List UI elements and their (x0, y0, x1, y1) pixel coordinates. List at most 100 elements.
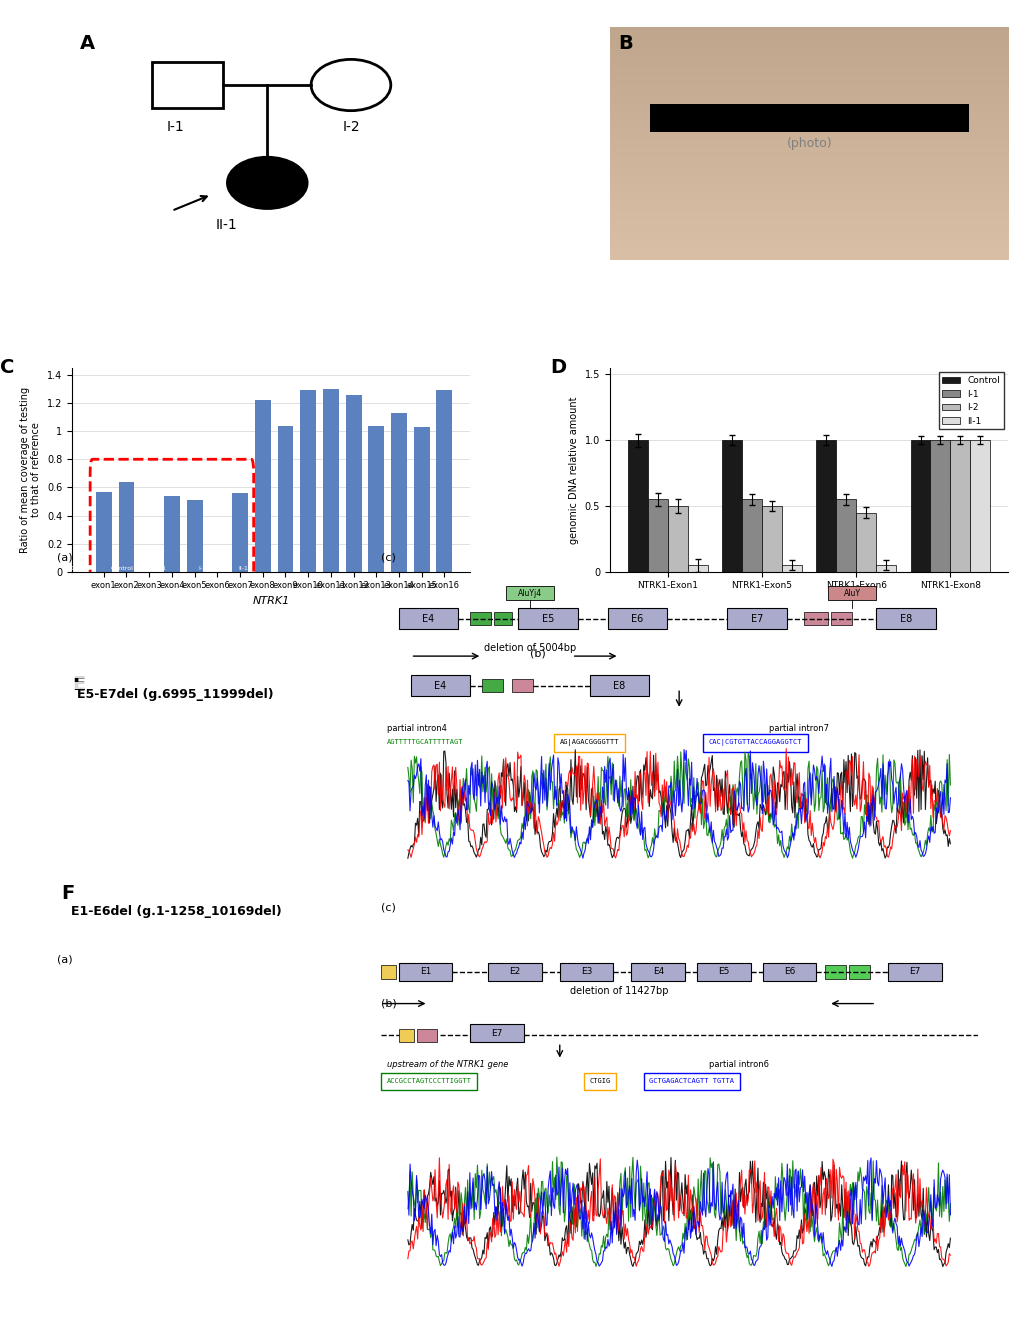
Text: (b): (b) (381, 998, 396, 1008)
Bar (560, 963, 613, 980)
Bar (164, 495, 180, 572)
Bar (417, 1028, 437, 1042)
Bar (67, 640, 98, 645)
Text: E8: E8 (613, 680, 626, 691)
Text: partial intron4: partial intron4 (387, 724, 447, 732)
Bar (506, 586, 554, 600)
Text: E4: E4 (434, 680, 447, 691)
Text: C: C (0, 358, 14, 376)
Text: E5: E5 (541, 613, 554, 624)
Bar (67, 1015, 98, 1020)
Text: E5: E5 (718, 967, 730, 976)
Text: (a): (a) (57, 955, 72, 964)
Text: I-2: I-2 (199, 968, 207, 973)
Text: ←112bp: ←112bp (226, 801, 251, 806)
Text: DL5000: DL5000 (70, 566, 95, 572)
Text: 3000: 3000 (45, 619, 59, 624)
Bar (67, 1202, 98, 1208)
FancyBboxPatch shape (151, 62, 223, 108)
Bar (470, 1024, 524, 1042)
Bar (149, 652, 178, 660)
Text: 500: 500 (48, 702, 59, 707)
Text: partial intron7: partial intron7 (769, 724, 828, 732)
Text: ←112bp: ←112bp (226, 1202, 251, 1208)
Bar (67, 600, 98, 605)
Text: E2: E2 (509, 967, 521, 976)
Text: 1000: 1000 (45, 1055, 59, 1060)
Bar (186, 499, 203, 572)
Text: E1-E6del (g.1-1258_10169del): E1-E6del (g.1-1258_10169del) (71, 905, 282, 919)
Bar (411, 675, 470, 696)
Bar (67, 801, 98, 806)
Text: E3: E3 (581, 967, 593, 976)
Text: deletion of 11427bp: deletion of 11427bp (570, 987, 669, 996)
Text: 250: 250 (48, 739, 59, 744)
Bar (67, 672, 98, 678)
Text: CTGIG: CTGIG (590, 1078, 611, 1085)
Text: partial intron6: partial intron6 (709, 1060, 769, 1070)
X-axis label: NTRK1: NTRK1 (253, 596, 290, 607)
Bar (762, 506, 782, 572)
Text: CAC|CGTGTTACCAGGAGGTCT: CAC|CGTGTTACCAGGAGGTCT (709, 739, 803, 746)
Bar (67, 702, 98, 707)
Bar (688, 565, 708, 572)
Bar (233, 493, 248, 572)
Text: E: E (72, 675, 85, 694)
Text: A: A (80, 33, 95, 52)
Text: ACCGCCTAGTCCCTTIGGTT: ACCGCCTAGTCCCTTIGGTT (387, 1078, 471, 1085)
Text: Control: Control (111, 566, 134, 572)
Text: E4: E4 (422, 613, 434, 624)
Text: (photo): (photo) (786, 137, 832, 150)
Bar (856, 513, 877, 572)
Bar (323, 388, 339, 572)
Text: E5-E7del (g.6995_11999del): E5-E7del (g.6995_11999del) (77, 688, 274, 700)
Bar (67, 1095, 98, 1101)
Bar (722, 441, 742, 572)
Y-axis label: genomic DNA relative amount: genomic DNA relative amount (569, 396, 579, 544)
Bar (96, 491, 112, 572)
Text: upstream of the NTRK1 gene: upstream of the NTRK1 gene (387, 1060, 508, 1070)
Text: I-2: I-2 (342, 121, 360, 134)
Legend: Control, I-1, I-2, II-1: Control, I-1, I-2, II-1 (938, 372, 1004, 430)
Bar (697, 963, 751, 980)
Bar (368, 426, 384, 572)
Text: E6: E6 (784, 967, 795, 976)
Bar (398, 1028, 414, 1042)
Text: DL2000: DL2000 (70, 968, 95, 973)
Ellipse shape (227, 157, 307, 209)
Bar (649, 103, 968, 131)
Text: D: D (551, 358, 566, 376)
Text: E7: E7 (750, 613, 762, 624)
Bar (518, 608, 577, 629)
Bar (67, 683, 98, 688)
Text: II-1: II-1 (215, 218, 238, 232)
Bar (67, 1055, 98, 1060)
Text: I-1: I-1 (167, 121, 184, 134)
Bar (414, 427, 430, 572)
Bar (668, 506, 688, 572)
Ellipse shape (311, 59, 391, 111)
Text: (a): (a) (57, 553, 72, 562)
Bar (782, 565, 802, 572)
Bar (229, 652, 258, 660)
Text: GCTGAGACTCAGTT TGTTA: GCTGAGACTCAGTT TGTTA (649, 1078, 735, 1085)
Bar (67, 619, 98, 624)
Bar (494, 612, 512, 625)
Bar (118, 482, 135, 572)
Bar (391, 412, 406, 572)
Bar (229, 1202, 258, 1208)
Bar (346, 395, 361, 572)
Text: ←864bp: ←864bp (226, 1082, 251, 1087)
Text: E4: E4 (652, 967, 664, 976)
Bar (726, 608, 786, 629)
Bar (512, 679, 533, 692)
Text: II-1: II-1 (238, 968, 248, 973)
Bar (951, 441, 970, 572)
Bar (229, 1081, 258, 1089)
Text: I-2: I-2 (199, 566, 207, 572)
Text: E1: E1 (420, 967, 431, 976)
Bar (229, 801, 258, 806)
Text: 2000: 2000 (45, 1015, 59, 1020)
Text: deletion of 5004bp: deletion of 5004bp (484, 643, 576, 652)
Bar (632, 963, 685, 980)
